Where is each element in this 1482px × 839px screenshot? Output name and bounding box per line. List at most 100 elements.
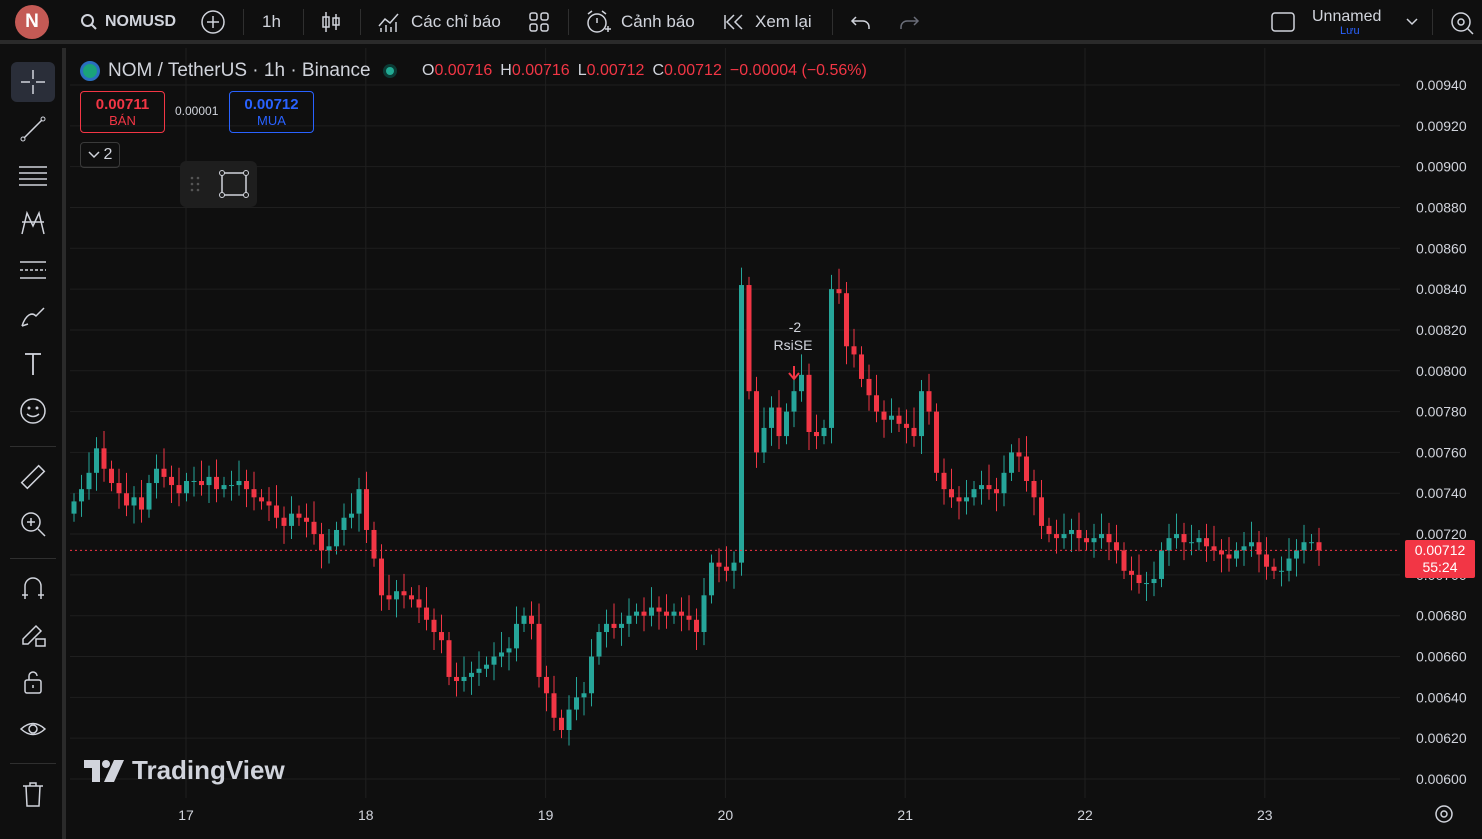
candle: [904, 409, 909, 444]
time-tick-label: 22: [1077, 807, 1093, 823]
candle: [896, 407, 902, 432]
unlock-icon: [24, 671, 42, 694]
change-value: −0.00004 (−0.56%): [729, 62, 867, 79]
alerts-button[interactable]: Cảnh báo: [585, 0, 695, 44]
horizontal-lines-icon: [19, 166, 47, 186]
candle: [259, 489, 264, 510]
candle: [1099, 513, 1104, 549]
crosshair-icon: [21, 70, 45, 94]
buy-price: 0.00712: [244, 96, 299, 113]
candle: [506, 637, 512, 671]
sell-button[interactable]: 0.00711 BÁN: [80, 91, 165, 133]
quick-search-button[interactable]: [1448, 0, 1474, 44]
undo-button[interactable]: [850, 0, 872, 44]
zoom-tool[interactable]: [11, 504, 55, 544]
chart-type-button[interactable]: [320, 0, 342, 44]
layout-dropdown-button[interactable]: [1405, 0, 1419, 44]
price-tick-label: 0.00760: [1416, 444, 1467, 460]
candle: [724, 546, 729, 582]
price-tick-label: 0.00840: [1416, 281, 1467, 297]
coin-logo-icon: [80, 61, 100, 81]
candle: [401, 573, 407, 609]
candle: [356, 477, 362, 532]
signal-marker: -2 RsiSE: [774, 319, 812, 381]
candle: [251, 471, 257, 511]
forecast-icon: [20, 261, 46, 279]
replay-button[interactable]: Xem lại: [723, 0, 812, 44]
fib-tool[interactable]: [11, 156, 55, 196]
lock-all-tool[interactable]: [11, 662, 55, 702]
redo-button[interactable]: [898, 0, 920, 44]
magnet-tool[interactable]: [11, 568, 55, 608]
templates-button[interactable]: [528, 0, 550, 44]
remove-drawings-tool[interactable]: [11, 774, 55, 814]
settings-search-icon: [1451, 12, 1474, 35]
compare-add-button[interactable]: [200, 0, 226, 44]
user-avatar[interactable]: N: [15, 5, 49, 39]
text-tool[interactable]: [11, 344, 55, 384]
pattern-tool[interactable]: [11, 203, 55, 243]
symbol-search-button[interactable]: NOMUSD: [80, 0, 176, 44]
toolbar-divider: [303, 9, 304, 35]
layout-menu-button[interactable]: Unnamed Lưu: [1312, 0, 1381, 44]
indicators-count: 2: [103, 146, 113, 163]
floating-drawing-panel[interactable]: [180, 161, 257, 207]
trend-line-tool[interactable]: [11, 109, 55, 149]
emoji-tool[interactable]: [11, 391, 55, 431]
price-tick-label: 0.00920: [1416, 118, 1467, 134]
candle: [716, 548, 722, 583]
price-tick-label: 0.00940: [1416, 77, 1467, 93]
settings-gear[interactable]: [1435, 805, 1453, 823]
candle: [1069, 518, 1074, 553]
candle: [169, 465, 174, 504]
symbol-legend[interactable]: NOM / TetherUS · 1h · Binance: [80, 60, 397, 82]
candle: [1144, 571, 1149, 602]
time-axis[interactable]: 17 18 19 20 21 22 23: [178, 807, 1273, 823]
candle: [761, 407, 767, 464]
layout-checkbox[interactable]: [1270, 0, 1296, 44]
price-chart[interactable]: 0.00940 0.00920 0.00900 0.00880 0.00860 0.008…: [70, 48, 1482, 839]
candle: [859, 346, 864, 388]
indicators-button[interactable]: Các chỉ báo: [377, 0, 501, 44]
buy-button[interactable]: 0.00712 MUA: [229, 91, 314, 133]
candle: [1241, 532, 1247, 566]
candle: [1016, 438, 1022, 473]
candle: [446, 632, 452, 686]
candle: [364, 471, 369, 544]
candle: [1001, 455, 1007, 507]
price-axis[interactable]: 0.00940 0.00920 0.00900 0.00880 0.00860 0.008…: [1416, 77, 1467, 787]
smiley-icon: [20, 398, 46, 424]
trend-line-icon: [20, 116, 46, 142]
brush-tool[interactable]: [11, 297, 55, 337]
signal-label-top: -2: [789, 319, 802, 335]
tradingview-logo[interactable]: TradingView: [84, 755, 285, 786]
alerts-label: Cảnh báo: [621, 12, 695, 31]
measure-tool[interactable]: [11, 457, 55, 497]
forecast-tool[interactable]: [11, 250, 55, 290]
candle: [71, 493, 77, 522]
rectangle-select-icon[interactable]: [219, 170, 249, 198]
candle: [1211, 525, 1217, 562]
candle: [1159, 542, 1164, 588]
candle: [154, 454, 159, 499]
candle: [1219, 539, 1224, 573]
candle: [1031, 469, 1037, 516]
candle: [581, 682, 587, 716]
undo-icon: [850, 16, 870, 29]
interval-button[interactable]: 1h: [262, 0, 281, 44]
candle: [806, 363, 812, 450]
crosshair-tool[interactable]: [11, 62, 55, 102]
hide-drawings-tool[interactable]: [11, 709, 55, 749]
candle: [656, 596, 662, 630]
candle: [1256, 530, 1262, 573]
candle: [214, 459, 219, 503]
lock-drawing-tool[interactable]: [11, 615, 55, 655]
indicators-collapse-button[interactable]: 2: [80, 142, 120, 168]
drag-handle-icon[interactable]: [190, 176, 200, 192]
candle: [956, 486, 962, 520]
candle: [1046, 517, 1052, 543]
candle: [1039, 479, 1044, 539]
watermark-text: TradingView: [132, 755, 285, 785]
candle: [919, 379, 924, 455]
gear-icon: [1435, 805, 1453, 823]
